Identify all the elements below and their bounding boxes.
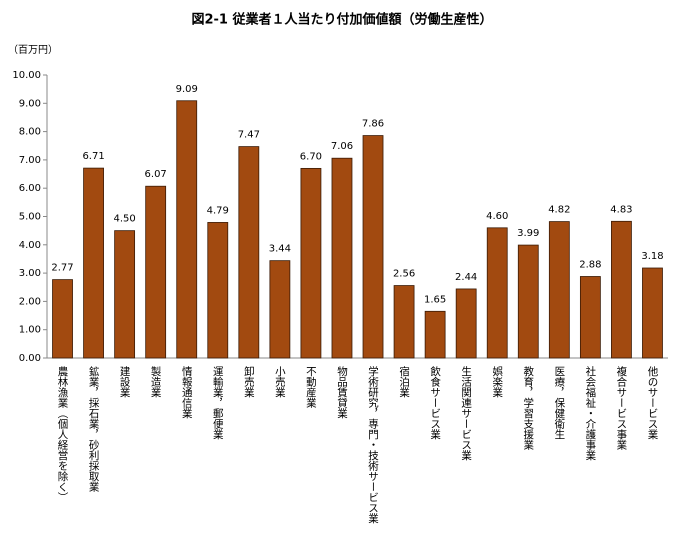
x-tick-label: 物品賃貸業 <box>336 365 348 419</box>
x-tick-label: 生活関連サービス業 <box>460 365 472 461</box>
x-tick-label: 複合サービス事業 <box>615 365 627 451</box>
x-tick-label: 小売業 <box>274 366 286 398</box>
y-axis-label: （百万円） <box>8 44 58 56</box>
y-tick-label: 1.00 <box>19 325 41 336</box>
bar <box>176 100 198 359</box>
x-tick-label: 農林漁業（個人経営を除く） <box>57 365 69 502</box>
x-tick-label: 娯楽業 <box>491 365 503 398</box>
bar <box>114 230 136 359</box>
bar <box>424 310 446 359</box>
data-label: 4.82 <box>548 205 570 216</box>
y-tick-label: 7.00 <box>19 155 41 166</box>
data-label: 4.60 <box>486 211 508 222</box>
data-label: 3.44 <box>269 244 291 255</box>
x-tick-label: 不動産業 <box>305 366 317 409</box>
bar <box>579 276 601 359</box>
bar <box>362 135 384 359</box>
data-label: 9.09 <box>176 84 198 95</box>
bar <box>517 244 539 359</box>
data-label: 6.07 <box>145 169 167 180</box>
data-label: 7.06 <box>331 141 353 152</box>
bar <box>486 227 508 359</box>
bar <box>83 167 104 359</box>
y-tick-label: 9.00 <box>19 98 41 109</box>
x-tick-label: 宿泊業 <box>398 365 410 398</box>
data-label: 3.18 <box>641 251 663 262</box>
data-label: 4.79 <box>207 205 229 216</box>
bar <box>642 267 663 359</box>
bar <box>548 221 570 359</box>
data-label: 4.50 <box>113 214 135 225</box>
bar <box>207 222 229 359</box>
y-tick-label: 10.00 <box>12 70 41 81</box>
x-tick-label: 医療，保健衛生 <box>553 366 565 440</box>
data-label: 2.44 <box>455 272 477 283</box>
data-label: 4.83 <box>610 204 632 215</box>
y-tick-label: 4.00 <box>19 240 41 251</box>
data-label: 6.70 <box>300 151 322 162</box>
x-tick-label: 運輸業，郵便業 <box>212 366 224 440</box>
data-label: 1.65 <box>424 294 446 305</box>
data-label: 7.86 <box>362 119 384 130</box>
bar <box>455 288 477 359</box>
data-label: 2.88 <box>579 259 601 270</box>
bar <box>611 220 632 359</box>
x-tick-label: 鉱業，採石業，砂利採取業 <box>88 365 100 493</box>
y-tick-label: 0.00 <box>19 353 41 364</box>
data-label: 2.56 <box>393 269 415 280</box>
bar <box>238 146 260 359</box>
x-tick-label: 社会福祉・介護事業 <box>584 365 596 461</box>
bar <box>393 285 415 359</box>
y-tick-label: 8.00 <box>19 127 41 138</box>
bar <box>300 167 322 359</box>
chart-title: 図2-1 従業者１人当たり付加価値額（労働生産性） <box>191 12 492 28</box>
y-tick-label: 3.00 <box>19 268 41 279</box>
y-tick-label: 5.00 <box>19 212 41 223</box>
bar <box>52 279 73 359</box>
x-tick-label: 建設業 <box>119 365 131 398</box>
data-label: 3.99 <box>517 228 539 239</box>
y-tick-label: 2.00 <box>19 296 41 307</box>
bar <box>331 157 353 359</box>
bar <box>145 185 167 359</box>
x-tick-label: 学術研究，専門・技術サービス業 <box>367 365 379 524</box>
x-tick-label: 教育，学習支援業 <box>522 365 534 451</box>
data-label: 7.47 <box>238 130 260 141</box>
x-tick-label: 情報通信業 <box>181 365 193 419</box>
x-tick-label: 製造業 <box>150 365 162 398</box>
x-tick-label: 卸売業 <box>243 365 255 398</box>
x-tick-label: 他のサービス業 <box>646 365 658 440</box>
y-tick-label: 6.00 <box>19 183 41 194</box>
bar <box>269 260 291 359</box>
data-label: 2.77 <box>51 263 73 274</box>
x-tick-label: 飲食サービス業 <box>429 365 441 440</box>
data-label: 6.71 <box>82 151 104 162</box>
